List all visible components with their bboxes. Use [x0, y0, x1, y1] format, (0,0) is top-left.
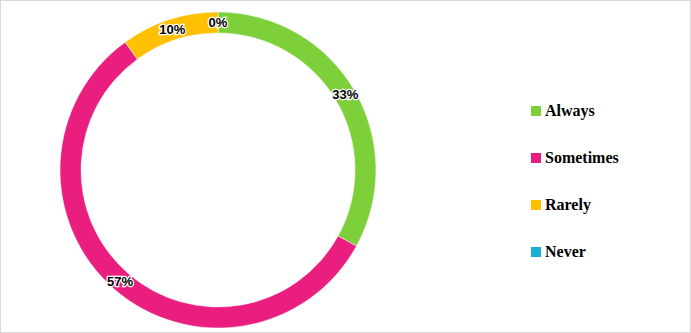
data-label: 0%: [209, 15, 228, 30]
legend-swatch: [531, 153, 541, 163]
data-label: 57%: [107, 274, 133, 289]
slice: [125, 12, 218, 59]
legend-swatch: [531, 247, 541, 257]
legend-label: Never: [545, 243, 586, 260]
slices: [60, 12, 376, 328]
data-label: 10%: [159, 22, 185, 37]
legend-label: Always: [545, 102, 595, 120]
chart: 33% 57% 10% 0% Always Sometimes Rarely Never: [0, 0, 691, 333]
data-label: 33%: [332, 87, 358, 102]
legend-swatch: [531, 106, 541, 116]
frame: [1, 1, 691, 333]
slice: [218, 12, 376, 246]
slice: [60, 42, 356, 328]
legend-label: Rarely: [545, 196, 591, 214]
legend-label: Sometimes: [545, 149, 619, 166]
data-labels: 33% 57% 10% 0%: [107, 15, 359, 289]
legend-swatch: [531, 200, 541, 210]
legend: Always Sometimes Rarely Never: [531, 102, 619, 260]
